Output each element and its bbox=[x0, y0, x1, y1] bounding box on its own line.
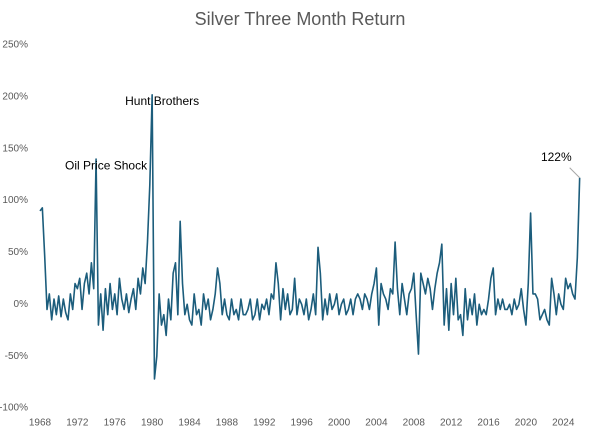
y-tick-label: 100% bbox=[2, 195, 28, 206]
chart-title: Silver Three Month Return bbox=[195, 9, 406, 29]
x-tick-label: 2024 bbox=[552, 418, 575, 429]
y-tick-label: 200% bbox=[2, 91, 28, 102]
x-tick-label: 2004 bbox=[365, 418, 388, 429]
annotation: 122% bbox=[541, 150, 572, 164]
data-line bbox=[39, 93, 581, 380]
annotation-leader bbox=[569, 167, 581, 179]
y-tick-label: -100% bbox=[0, 403, 28, 414]
x-tick-label: 2008 bbox=[403, 418, 426, 429]
y-tick-label: 50% bbox=[8, 247, 28, 258]
x-tick-label: 1996 bbox=[291, 418, 314, 429]
annotation: Oil Price Shock bbox=[65, 158, 148, 172]
x-tick-label: 2016 bbox=[477, 418, 500, 429]
x-tick-label: 2012 bbox=[440, 418, 463, 429]
annotation: Hunt Brothers bbox=[125, 94, 199, 108]
x-tick-label: 2000 bbox=[328, 418, 351, 429]
x-tick-label: 1988 bbox=[216, 418, 239, 429]
x-tick-label: 1972 bbox=[66, 418, 89, 429]
x-tick-label: 1976 bbox=[104, 418, 127, 429]
x-tick-label: 1968 bbox=[29, 418, 52, 429]
y-tick-label: 150% bbox=[2, 143, 28, 154]
x-tick-label: 1980 bbox=[141, 418, 164, 429]
y-tick-label: 0% bbox=[14, 299, 29, 310]
y-tick-label: -50% bbox=[5, 351, 28, 362]
x-tick-label: 2020 bbox=[515, 418, 538, 429]
x-tick-label: 1992 bbox=[253, 418, 276, 429]
y-tick-label: 250% bbox=[2, 40, 28, 51]
x-tick-label: 1984 bbox=[178, 418, 201, 429]
